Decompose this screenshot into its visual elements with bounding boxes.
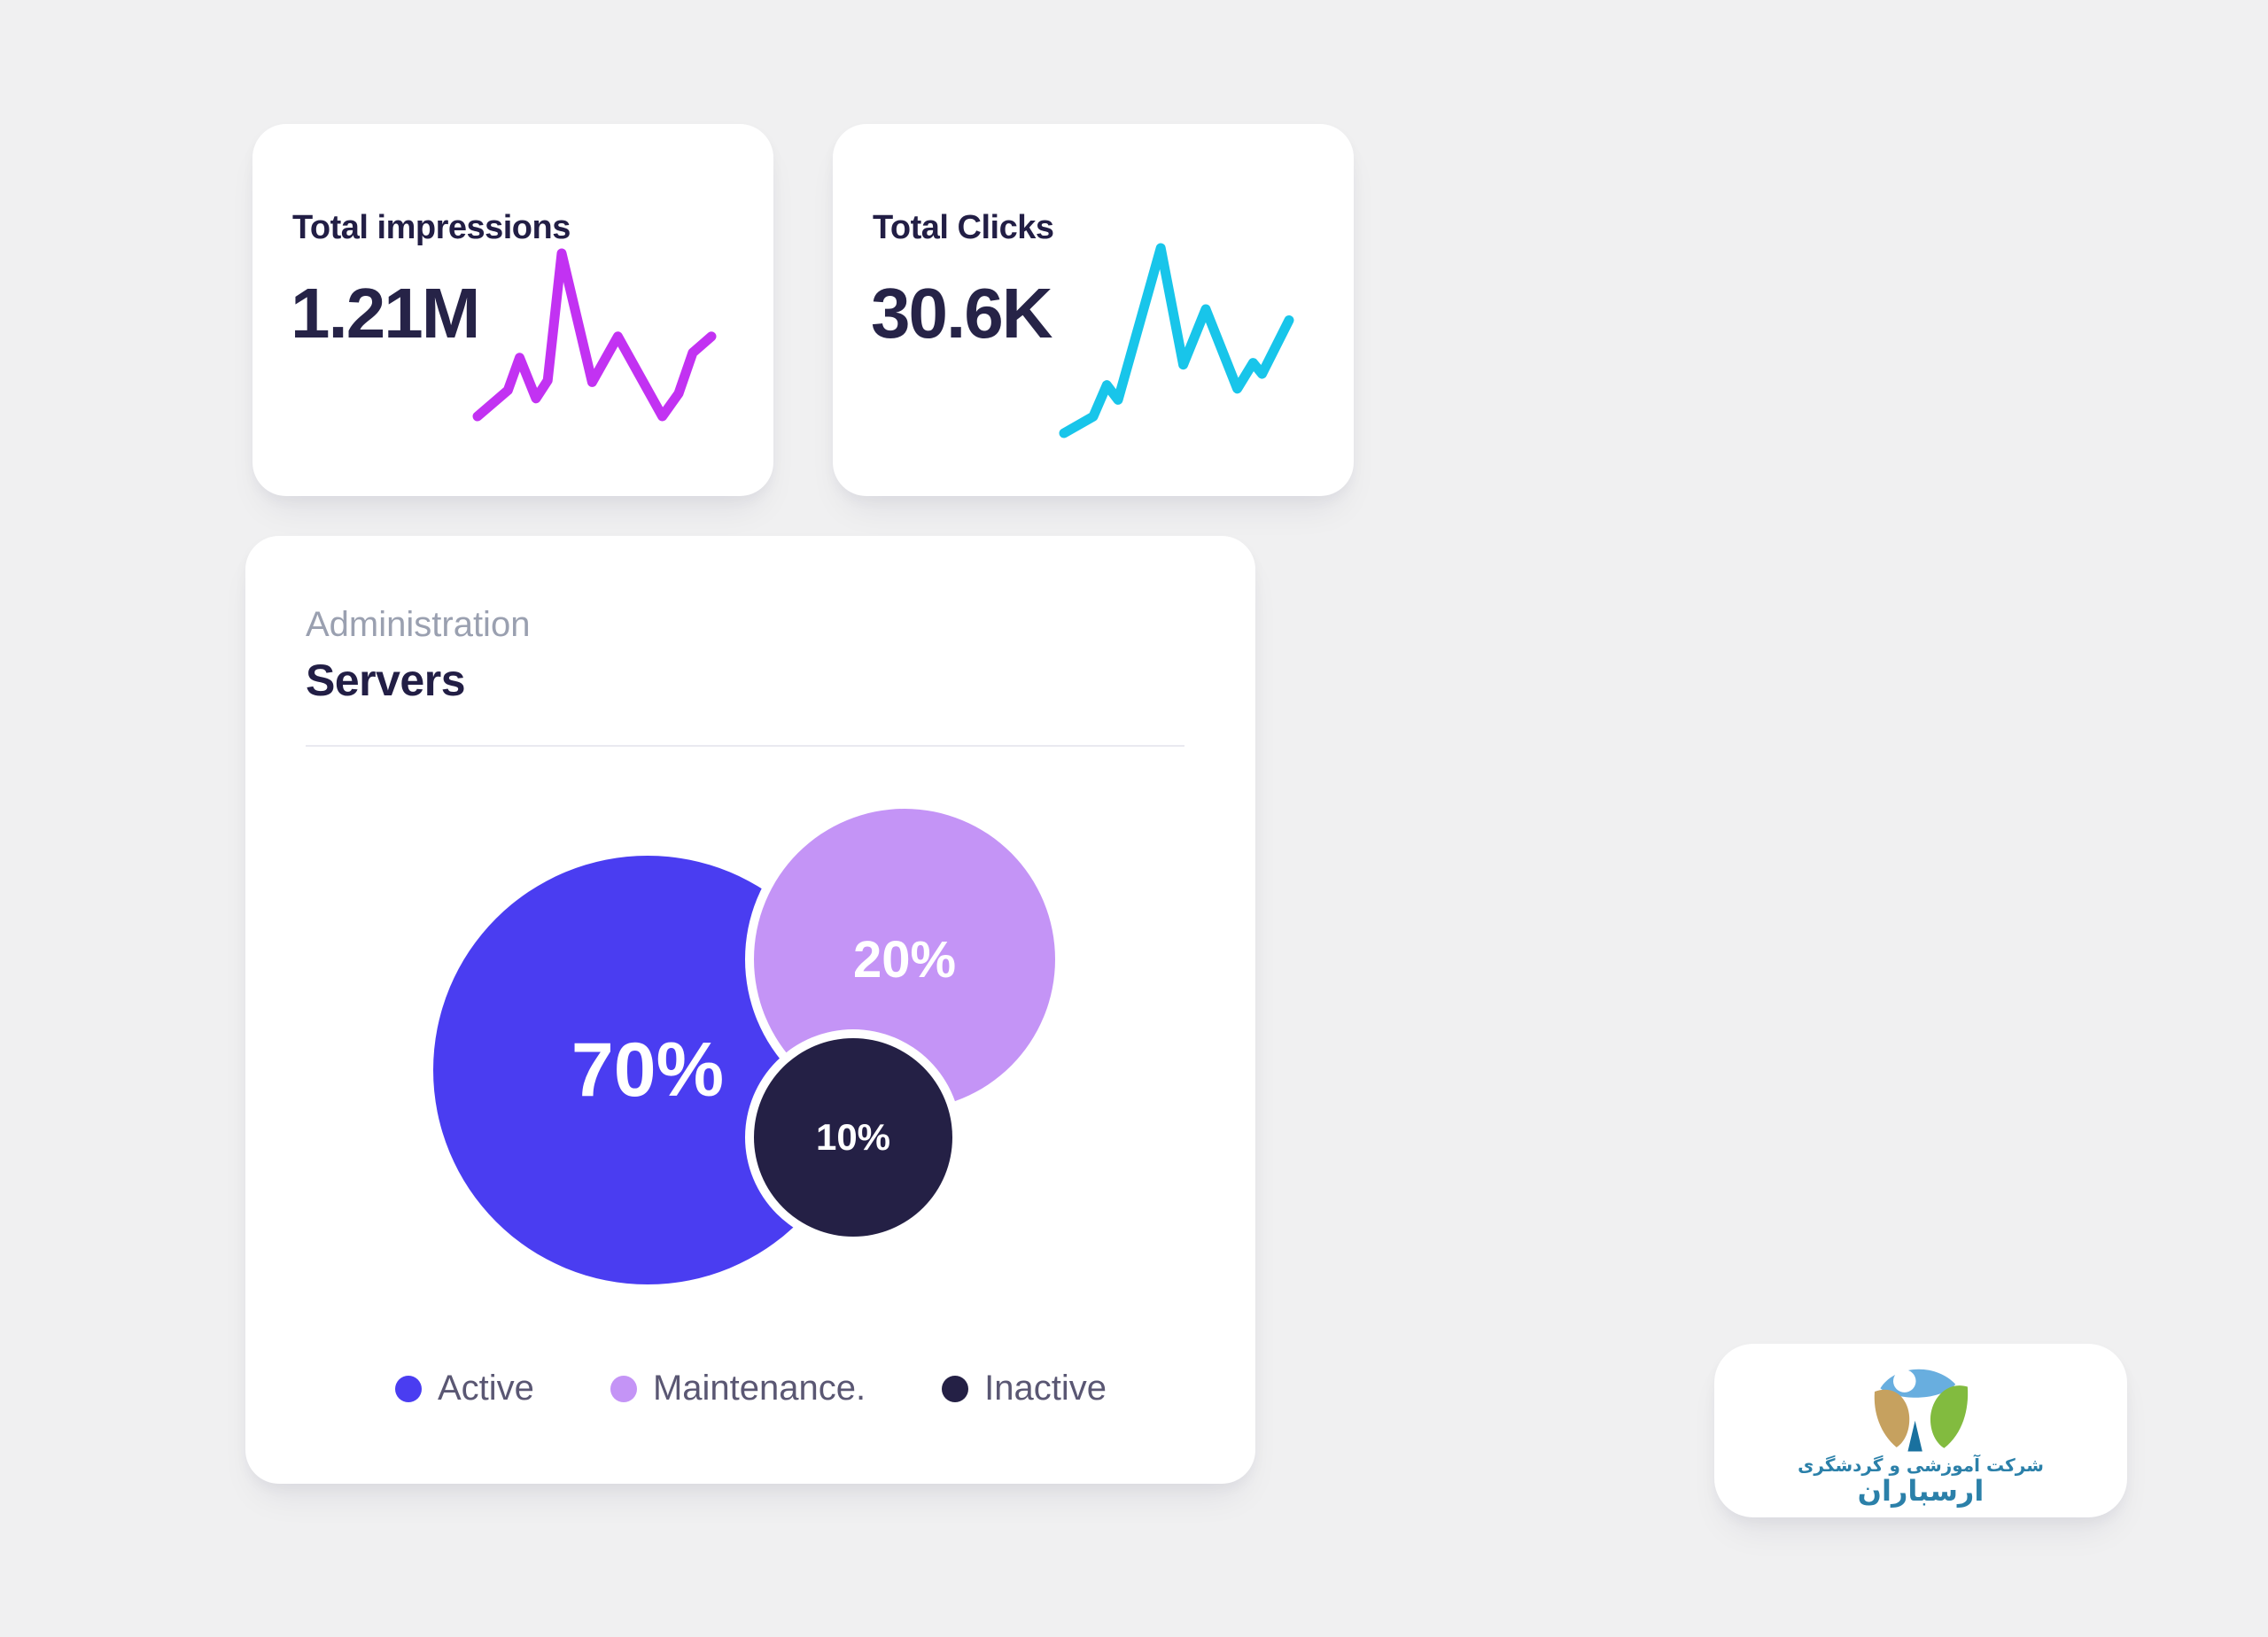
kpi-title-impressions: Total impressions xyxy=(292,209,571,246)
legend-dot-inactive-icon xyxy=(942,1375,969,1402)
bubble-inactive-value: 10% xyxy=(815,1116,891,1158)
kpi-value-clicks: 30.6K xyxy=(871,274,1052,353)
logo-text-line1: شرکت آموزشی و گردشگری xyxy=(1798,1455,2044,1476)
legend-item-active: Active xyxy=(395,1369,534,1408)
logo-right-leaf xyxy=(1930,1385,1969,1448)
legend-dot-maintenance-icon xyxy=(610,1375,637,1402)
logo-left-leaf xyxy=(1874,1389,1910,1447)
bubble-maintenance-value: 20% xyxy=(852,930,957,989)
card-servers: Administration Servers 70% 20% 10% Activ… xyxy=(245,536,1255,1484)
divider xyxy=(306,745,1184,747)
logo-text-line2: ارسباران xyxy=(1857,1474,1984,1508)
legend-label-inactive: Inactive xyxy=(984,1369,1107,1408)
card-total-clicks: Total Clicks 30.6K xyxy=(833,124,1354,496)
kpi-value-impressions: 1.21M xyxy=(291,274,480,353)
card-eyebrow: Administration xyxy=(306,605,531,644)
company-logo-icon xyxy=(1874,1369,1969,1452)
logo-head-circle xyxy=(1892,1369,1916,1393)
legend-item-inactive: Inactive xyxy=(942,1369,1107,1408)
legend-label-maintenance: Maintenance. xyxy=(652,1369,866,1408)
legend-label-active: Active xyxy=(438,1369,534,1408)
sparkline-clicks xyxy=(1059,243,1294,438)
bubble-active-value: 70% xyxy=(571,1027,725,1113)
card-company-logo: شرکت آموزشی و گردشگری ارسباران xyxy=(1714,1344,2127,1517)
sparkline-impressions xyxy=(472,248,717,422)
legend-item-maintenance: Maintenance. xyxy=(610,1369,866,1408)
sparkline-impressions-path xyxy=(472,248,717,422)
kpi-title-clicks: Total Clicks xyxy=(873,209,1054,246)
legend: Active Maintenance. Inactive xyxy=(395,1369,1107,1408)
legend-dot-active-icon xyxy=(395,1375,422,1402)
logo-body-triangle xyxy=(1907,1420,1922,1452)
sparkline-clicks-path xyxy=(1059,243,1294,438)
bubble-inactive: 10% xyxy=(754,1038,952,1237)
card-title: Servers xyxy=(306,656,466,705)
card-total-impressions: Total impressions 1.21M xyxy=(252,124,773,496)
